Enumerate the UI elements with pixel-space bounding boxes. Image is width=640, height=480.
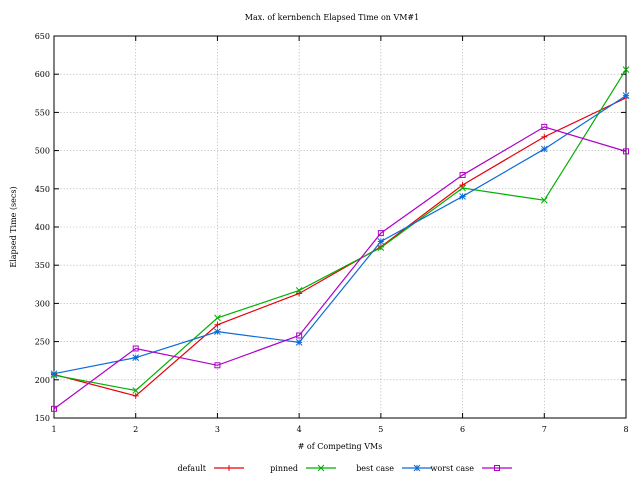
legend-item: best case [356, 464, 432, 473]
plus-marker [214, 321, 221, 328]
x-tick-label: 5 [378, 425, 383, 434]
y-tick-label: 500 [35, 147, 50, 156]
series-line [53, 97, 627, 397]
plus-marker [132, 392, 139, 399]
y-tick-label: 400 [35, 223, 50, 232]
star-marker [295, 339, 303, 346]
series-line [53, 95, 627, 375]
y-tick-label: 150 [35, 414, 50, 423]
legend-label: worst case [431, 464, 475, 473]
cross-marker [377, 244, 385, 251]
legend-item: pinned [270, 464, 336, 473]
x-tick-label: 6 [460, 425, 465, 434]
series-worst-case [51, 123, 629, 412]
y-tick-label: 250 [35, 338, 50, 347]
series-best-case [50, 92, 630, 378]
x-tick-label: 7 [542, 425, 547, 434]
series-pinned [50, 66, 630, 394]
cross-marker [214, 314, 221, 322]
cross-marker [622, 66, 630, 73]
series-default [51, 94, 629, 399]
star-marker [214, 328, 221, 336]
plus-marker [459, 181, 466, 188]
legend-label: default [177, 464, 206, 473]
cross-marker [540, 196, 548, 204]
y-tick-label: 300 [35, 299, 50, 308]
chart-title: Max. of kernbench Elapsed Time on VM#1 [245, 13, 419, 22]
legend-label: best case [356, 464, 394, 473]
square-marker [623, 148, 629, 155]
y-tick-label: 650 [35, 32, 50, 41]
square-marker [296, 332, 303, 339]
series-line [53, 69, 627, 392]
x-tick-label: 2 [133, 425, 138, 434]
y-axis-label: Elapsed Time (secs) [9, 186, 18, 267]
axis-ticks: 150 200 250 300 350 400 450 500 550 600 650 1 2 3 4 5 6 7… [35, 32, 629, 434]
grid [54, 36, 626, 418]
square-marker [51, 405, 57, 412]
cross-marker [132, 387, 140, 394]
square-marker [377, 230, 384, 237]
series-line [53, 126, 627, 410]
series-layer [50, 66, 630, 412]
cross-marker [317, 464, 325, 472]
y-tick-label: 350 [35, 261, 50, 270]
x-axis-label: # of Competing VMs [298, 442, 383, 451]
legend-item: default [177, 464, 244, 473]
y-tick-label: 200 [35, 376, 50, 385]
y-tick-label: 450 [35, 185, 50, 194]
star-marker [459, 193, 466, 200]
plus-marker [296, 290, 303, 297]
legend-item: worst case [431, 464, 512, 473]
star-marker [50, 370, 58, 378]
y-tick-label: 600 [35, 70, 50, 79]
star-marker [622, 92, 630, 99]
legend: default pinned best case worst case [177, 464, 512, 473]
plus-marker [541, 133, 548, 140]
x-tick-label: 1 [51, 425, 56, 434]
star-marker [377, 238, 385, 245]
square-marker [214, 362, 221, 369]
x-tick-label: 4 [297, 425, 302, 434]
square-marker [494, 465, 500, 471]
star-marker [132, 354, 140, 361]
y-tick-label: 550 [35, 108, 50, 117]
cross-marker [459, 184, 466, 192]
square-marker [459, 172, 466, 179]
x-tick-label: 3 [215, 425, 220, 434]
plus-marker [226, 465, 232, 471]
cross-marker [295, 287, 303, 294]
x-tick-label: 8 [623, 425, 628, 434]
square-marker [541, 123, 548, 130]
square-marker [132, 345, 139, 352]
star-marker [413, 464, 421, 472]
star-marker [540, 145, 548, 153]
legend-label: pinned [270, 464, 298, 473]
